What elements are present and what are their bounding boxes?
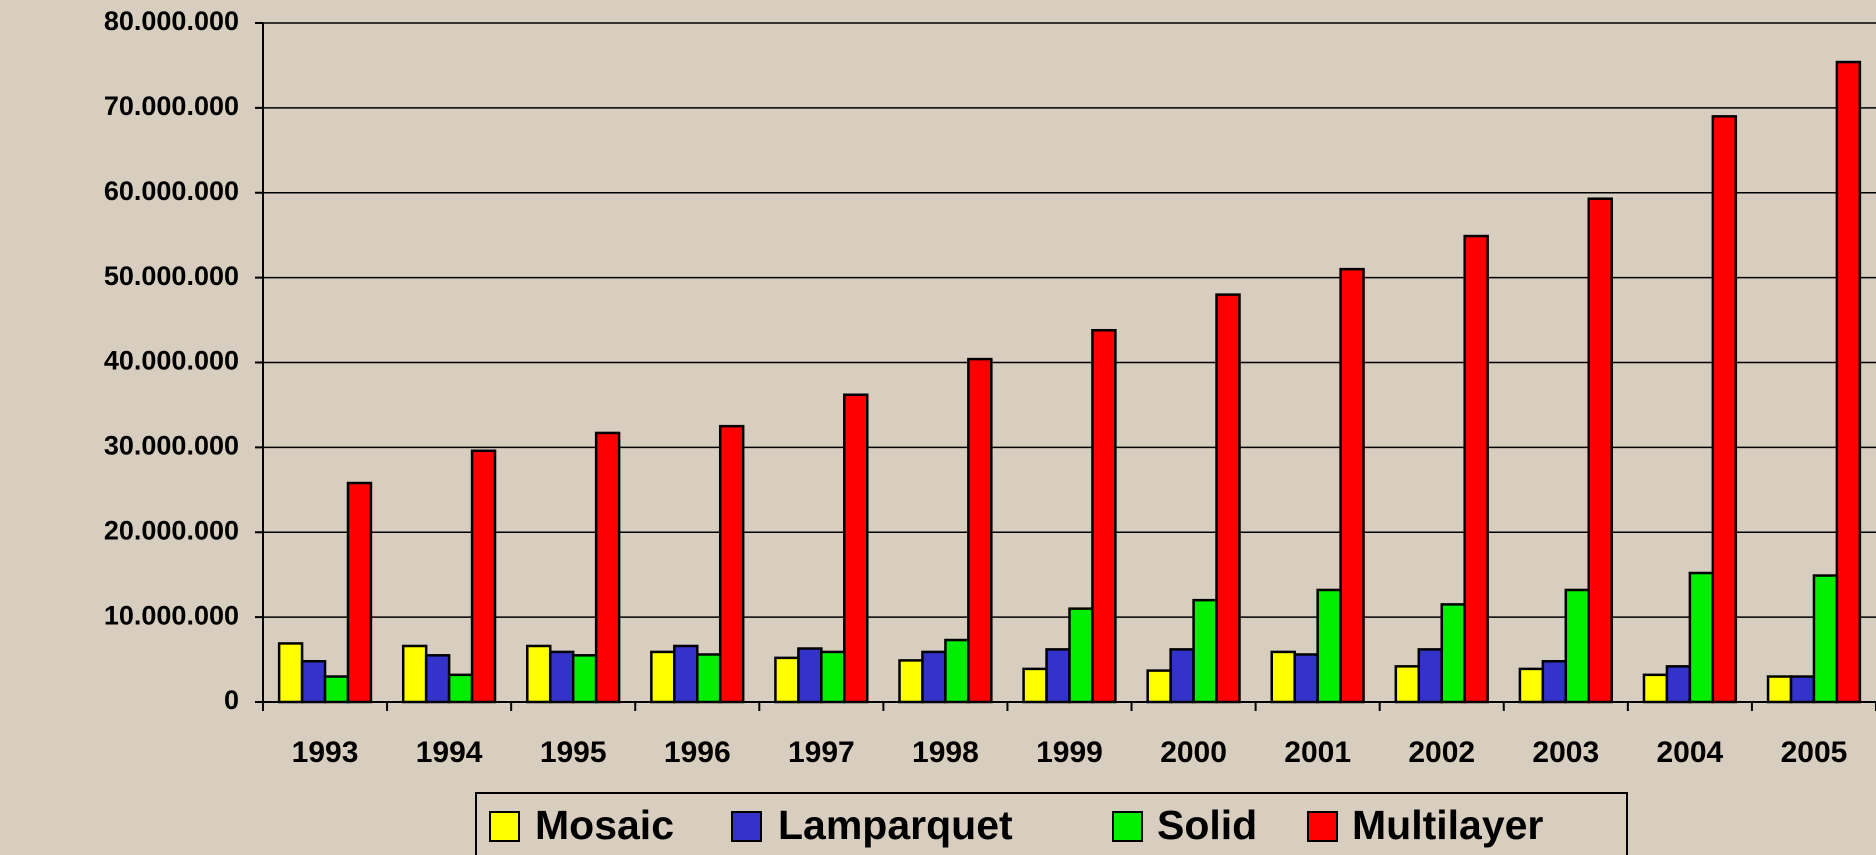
bar: [1215, 293, 1241, 704]
bar: [346, 481, 373, 704]
y-tick-label: 70.000.000: [104, 91, 239, 121]
bar: [548, 650, 575, 704]
bar: [571, 654, 598, 704]
bar: [843, 393, 869, 704]
bar: [401, 644, 428, 704]
bar: [277, 642, 304, 704]
bar: [1091, 328, 1117, 704]
x-tick-label: 1997: [788, 736, 855, 769]
bar: [820, 650, 846, 704]
x-tick-label: 1995: [540, 736, 607, 769]
bar: [1789, 675, 1816, 704]
bar: [1541, 660, 1568, 704]
bar: [1812, 574, 1839, 704]
bar: [300, 660, 327, 704]
legend-label: Lamparquet: [778, 802, 1013, 848]
bar: [1146, 669, 1172, 704]
bar: [323, 675, 350, 704]
legend-swatch: [731, 811, 762, 842]
bar: [898, 659, 924, 704]
x-tick-label: 2005: [1781, 736, 1848, 769]
bar: [1293, 653, 1319, 704]
bar: [967, 357, 993, 704]
y-tick-label: 0: [224, 685, 239, 715]
bar: [944, 638, 970, 704]
bar: [921, 650, 947, 704]
bar: [1587, 197, 1613, 704]
bar: [1440, 603, 1466, 704]
legend-label: Multilayer: [1352, 802, 1543, 848]
bar: [718, 424, 745, 704]
legend-swatch: [489, 811, 520, 842]
y-tick-label: 60.000.000: [104, 176, 239, 206]
bar: [1339, 267, 1365, 704]
bar: [1169, 648, 1195, 704]
y-tick-label: 40.000.000: [104, 346, 239, 376]
legend-swatch: [1307, 811, 1338, 842]
bar: [1642, 673, 1669, 704]
y-tick-label: 10.000.000: [104, 600, 239, 630]
x-tick-label: 1993: [292, 736, 359, 769]
bar: [1045, 648, 1071, 704]
bar: [797, 647, 823, 704]
x-tick-label: 1994: [416, 736, 483, 769]
bar: [470, 449, 497, 704]
bar: [1688, 571, 1715, 704]
y-tick-label: 50.000.000: [104, 261, 239, 291]
bar: [526, 644, 552, 704]
bar: [1316, 588, 1342, 704]
bar: [1417, 648, 1443, 704]
bar: [650, 650, 676, 704]
bar: [594, 431, 621, 704]
legend-label: Mosaic: [535, 802, 674, 848]
bar: [1192, 598, 1218, 704]
x-tick-label: 2001: [1284, 736, 1351, 769]
y-tick-label: 30.000.000: [104, 431, 239, 461]
bar: [1711, 115, 1738, 704]
bar: [424, 654, 451, 704]
bar: [1564, 588, 1591, 704]
bar: [696, 653, 722, 704]
y-tick-label: 80.000.000: [104, 6, 239, 36]
bar: [1835, 60, 1862, 704]
bar: [1518, 667, 1545, 704]
bar: [673, 644, 699, 704]
legend-box: [475, 792, 1628, 855]
legend-swatch: [1112, 811, 1143, 842]
bar: [1463, 234, 1489, 704]
x-tick-label: 2003: [1532, 736, 1599, 769]
legend-label: Solid: [1157, 802, 1257, 848]
bar: [1022, 667, 1048, 704]
bar: [774, 656, 800, 704]
bar: [1270, 650, 1296, 704]
bar: [1766, 675, 1793, 704]
bar: [1394, 665, 1421, 704]
x-tick-label: 2004: [1657, 736, 1724, 769]
bar: [1068, 607, 1094, 704]
x-tick-label: 1996: [664, 736, 731, 769]
y-tick-label: 20.000.000: [104, 515, 239, 545]
x-tick-label: 1999: [1036, 736, 1103, 769]
x-tick-label: 2000: [1160, 736, 1227, 769]
bar: [447, 673, 474, 704]
x-tick-label: 2002: [1408, 736, 1475, 769]
x-tick-label: 1998: [912, 736, 979, 769]
bar: [1665, 665, 1692, 704]
